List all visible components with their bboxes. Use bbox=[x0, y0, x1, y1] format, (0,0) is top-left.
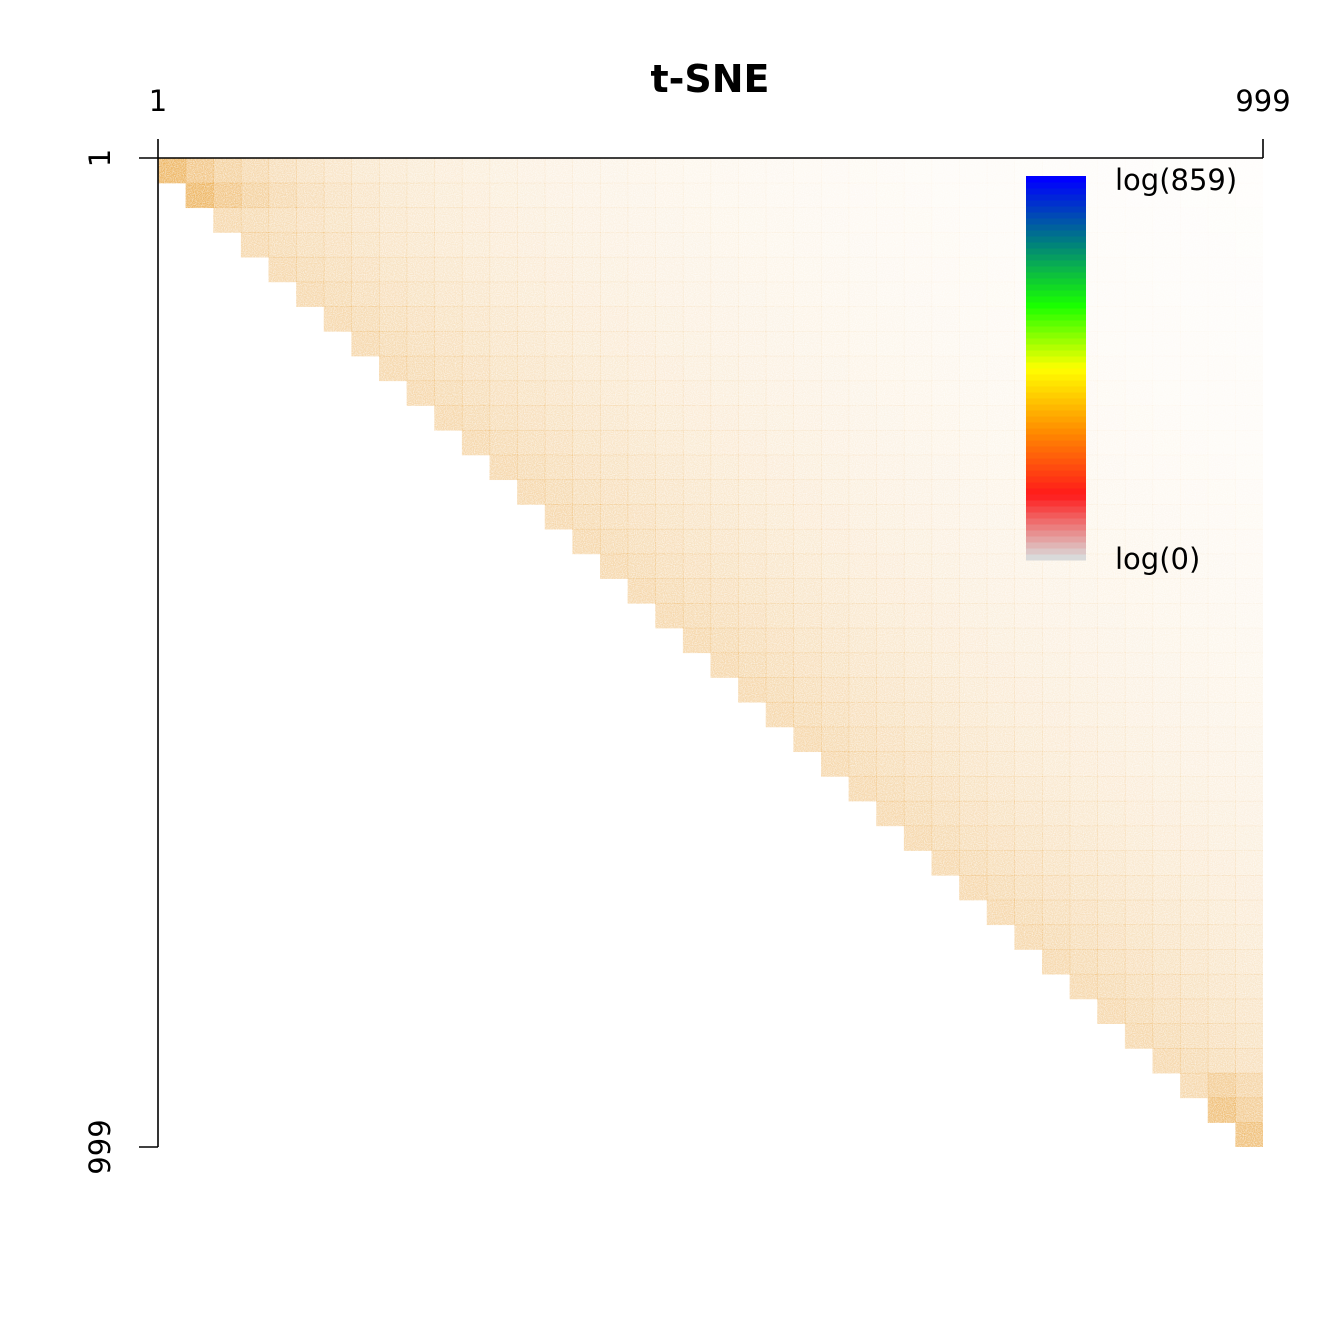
color-legend-swatch bbox=[1026, 362, 1086, 369]
y-tick-label-first: 1 bbox=[83, 149, 117, 167]
color-legend-swatch bbox=[1026, 260, 1086, 267]
color-legend-swatch bbox=[1026, 272, 1086, 279]
color-legend-swatch bbox=[1026, 506, 1086, 513]
color-legend-swatch bbox=[1026, 350, 1086, 357]
color-legend-swatch bbox=[1026, 446, 1086, 453]
color-legend-swatch bbox=[1026, 518, 1086, 525]
color-legend-swatch bbox=[1026, 470, 1086, 477]
color-legend-swatch bbox=[1026, 356, 1086, 363]
color-legend-swatch bbox=[1026, 320, 1086, 327]
color-legend-swatch bbox=[1026, 374, 1086, 381]
y-tick-label-last: 999 bbox=[83, 1119, 117, 1174]
color-legend-swatch bbox=[1026, 314, 1086, 321]
color-legend-swatch bbox=[1026, 236, 1086, 243]
x-tick-label-first: 1 bbox=[149, 84, 167, 118]
color-legend-swatch bbox=[1026, 410, 1086, 417]
color-legend-swatch bbox=[1026, 332, 1086, 339]
color-legend-swatch bbox=[1026, 488, 1086, 495]
chart-title: t-SNE bbox=[650, 57, 769, 101]
color-legend-swatch bbox=[1026, 398, 1086, 405]
color-legend-swatch bbox=[1026, 404, 1086, 411]
color-legend-swatch bbox=[1026, 296, 1086, 303]
color-legend-swatch bbox=[1026, 242, 1086, 249]
color-legend-swatch bbox=[1026, 344, 1086, 351]
color-legend-swatch bbox=[1026, 458, 1086, 465]
color-legend-bar bbox=[1026, 176, 1086, 561]
color-legend-swatch bbox=[1026, 266, 1086, 273]
color-legend-swatch bbox=[1026, 452, 1086, 459]
color-legend-swatch bbox=[1026, 338, 1086, 345]
x-tick-label-last: 999 bbox=[1235, 84, 1290, 118]
color-legend-swatch bbox=[1026, 422, 1086, 429]
color-legend-swatch bbox=[1026, 416, 1086, 423]
color-legend-swatch bbox=[1026, 434, 1086, 441]
color-legend-swatch bbox=[1026, 524, 1086, 531]
color-legend-swatch bbox=[1026, 512, 1086, 519]
color-legend-swatch bbox=[1026, 278, 1086, 285]
color-legend-swatch bbox=[1026, 482, 1086, 489]
color-legend-swatch bbox=[1026, 476, 1086, 483]
color-legend-swatch bbox=[1026, 206, 1086, 213]
color-legend-swatch bbox=[1026, 176, 1086, 183]
color-legend-swatch bbox=[1026, 188, 1086, 195]
color-legend-swatch bbox=[1026, 440, 1086, 447]
color-legend-swatch bbox=[1026, 302, 1086, 309]
x-axis: 1 999 bbox=[149, 84, 1291, 159]
color-legend-swatch bbox=[1026, 536, 1086, 543]
color-legend-swatch bbox=[1026, 308, 1086, 315]
color-legend-swatch bbox=[1026, 218, 1086, 225]
color-legend-swatch bbox=[1026, 548, 1086, 555]
color-legend-swatch bbox=[1026, 428, 1086, 435]
color-legend-swatch bbox=[1026, 392, 1086, 399]
heatmap-texture bbox=[158, 158, 1263, 1147]
color-legend-swatch bbox=[1026, 542, 1086, 549]
color-legend-min-label: log(0) bbox=[1115, 542, 1200, 576]
y-axis: 1 999 bbox=[83, 149, 159, 1175]
color-legend-swatch bbox=[1026, 212, 1086, 219]
color-legend-swatch bbox=[1026, 182, 1086, 189]
color-legend-swatch bbox=[1026, 254, 1086, 261]
color-legend-swatch bbox=[1026, 530, 1086, 537]
color-legend: log(859) log(0) bbox=[1026, 163, 1237, 576]
color-legend-swatch bbox=[1026, 230, 1086, 237]
heatmap-body bbox=[158, 158, 1263, 1147]
color-legend-swatch bbox=[1026, 194, 1086, 201]
color-legend-swatch bbox=[1026, 386, 1086, 393]
color-legend-swatch bbox=[1026, 464, 1086, 471]
color-legend-swatch bbox=[1026, 200, 1086, 207]
color-legend-swatch bbox=[1026, 224, 1086, 231]
color-legend-swatch bbox=[1026, 290, 1086, 297]
color-legend-swatch bbox=[1026, 326, 1086, 333]
color-legend-swatch bbox=[1026, 368, 1086, 375]
color-legend-swatch bbox=[1026, 380, 1086, 387]
color-legend-swatch bbox=[1026, 554, 1086, 561]
color-legend-swatch bbox=[1026, 284, 1086, 291]
color-legend-swatch bbox=[1026, 500, 1086, 507]
color-legend-max-label: log(859) bbox=[1115, 163, 1237, 197]
color-legend-swatch bbox=[1026, 248, 1086, 255]
color-legend-swatch bbox=[1026, 494, 1086, 501]
